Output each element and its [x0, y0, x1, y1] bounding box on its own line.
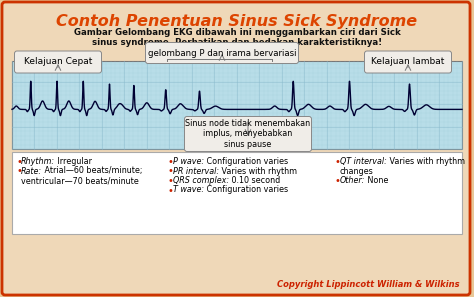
Text: •: • — [168, 167, 174, 176]
Text: Rhythm:: Rhythm: — [21, 157, 55, 166]
Text: •: • — [168, 176, 174, 186]
FancyBboxPatch shape — [12, 61, 462, 149]
Text: P wave:: P wave: — [173, 157, 204, 166]
Text: T wave:: T wave: — [173, 186, 204, 195]
FancyBboxPatch shape — [15, 51, 101, 73]
Text: QRS complex:: QRS complex: — [173, 176, 229, 185]
Text: Contoh Penentuan Sinus Sick Syndrome: Contoh Penentuan Sinus Sick Syndrome — [56, 14, 418, 29]
Text: Copyright Lippincott William & Wilkins: Copyright Lippincott William & Wilkins — [277, 280, 460, 289]
Text: Irregular: Irregular — [55, 157, 92, 166]
Text: Other:: Other: — [340, 176, 365, 185]
FancyBboxPatch shape — [146, 42, 299, 64]
Text: •: • — [168, 186, 174, 195]
Text: Sinus node tidak menembakan
implus, menyebabkan
sinus pause: Sinus node tidak menembakan implus, meny… — [185, 119, 310, 149]
Text: PR interval:: PR interval: — [173, 167, 219, 176]
Text: •: • — [335, 176, 341, 186]
Text: •: • — [335, 157, 341, 167]
Text: Atrial—60 beats/minute;: Atrial—60 beats/minute; — [42, 167, 143, 176]
Text: Kelajuan Cepat: Kelajuan Cepat — [24, 58, 92, 67]
Text: gelombang P dan irama bervariasi: gelombang P dan irama bervariasi — [148, 48, 296, 58]
Text: Kelajuan lambat: Kelajuan lambat — [371, 58, 445, 67]
Text: None: None — [365, 176, 389, 185]
FancyBboxPatch shape — [184, 116, 311, 151]
Text: Varies with rhythm: Varies with rhythm — [219, 167, 297, 176]
Text: •: • — [16, 167, 22, 176]
Text: Rate:: Rate: — [21, 167, 42, 176]
Text: •: • — [16, 157, 22, 167]
Text: Configuration varies: Configuration varies — [204, 186, 288, 195]
Text: Gambar Gelombang EKG dibawah ini menggambarkan ciri dari Sick
sinus syndrome. Pe: Gambar Gelombang EKG dibawah ini menggam… — [73, 28, 401, 48]
Text: Configuration varies: Configuration varies — [204, 157, 288, 166]
FancyBboxPatch shape — [2, 2, 470, 295]
FancyBboxPatch shape — [365, 51, 452, 73]
Text: •: • — [168, 157, 174, 167]
FancyBboxPatch shape — [12, 152, 462, 234]
Text: QT interval:: QT interval: — [340, 157, 387, 166]
Text: ventricular—70 beats/minute: ventricular—70 beats/minute — [21, 176, 139, 185]
Text: 0.10 second: 0.10 second — [229, 176, 281, 185]
Text: changes: changes — [340, 167, 374, 176]
Text: Varies with rhythm: Varies with rhythm — [387, 157, 465, 166]
